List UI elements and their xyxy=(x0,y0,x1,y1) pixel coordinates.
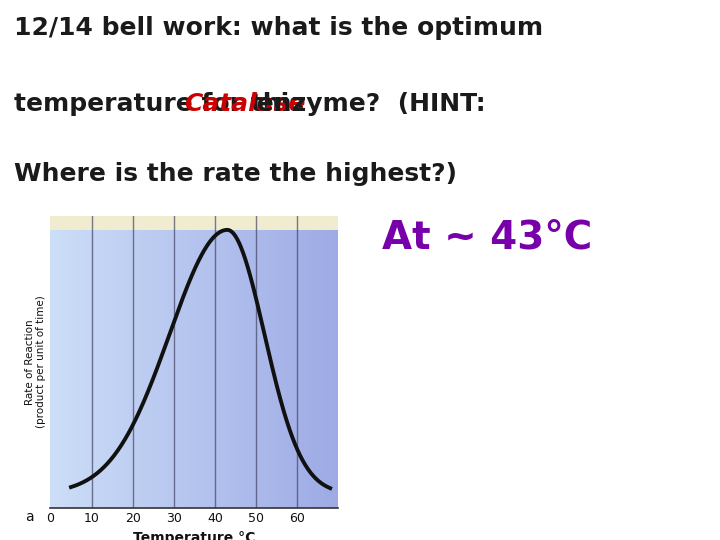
Text: Catalase: Catalase xyxy=(184,92,305,116)
X-axis label: Temperature °C: Temperature °C xyxy=(133,531,256,540)
Text: 12/14 bell work: what is the optimum: 12/14 bell work: what is the optimum xyxy=(14,16,544,40)
Text: At ~ 43°C: At ~ 43°C xyxy=(382,219,592,256)
Text: Where is the rate the highest?): Where is the rate the highest?) xyxy=(14,162,457,186)
Y-axis label: Rate of Reaction
(product per unit of time): Rate of Reaction (product per unit of ti… xyxy=(24,295,46,428)
Text: enzyme?  (HINT:: enzyme? (HINT: xyxy=(248,92,486,116)
Text: temperature for this: temperature for this xyxy=(14,92,313,116)
Text: a: a xyxy=(25,510,34,524)
